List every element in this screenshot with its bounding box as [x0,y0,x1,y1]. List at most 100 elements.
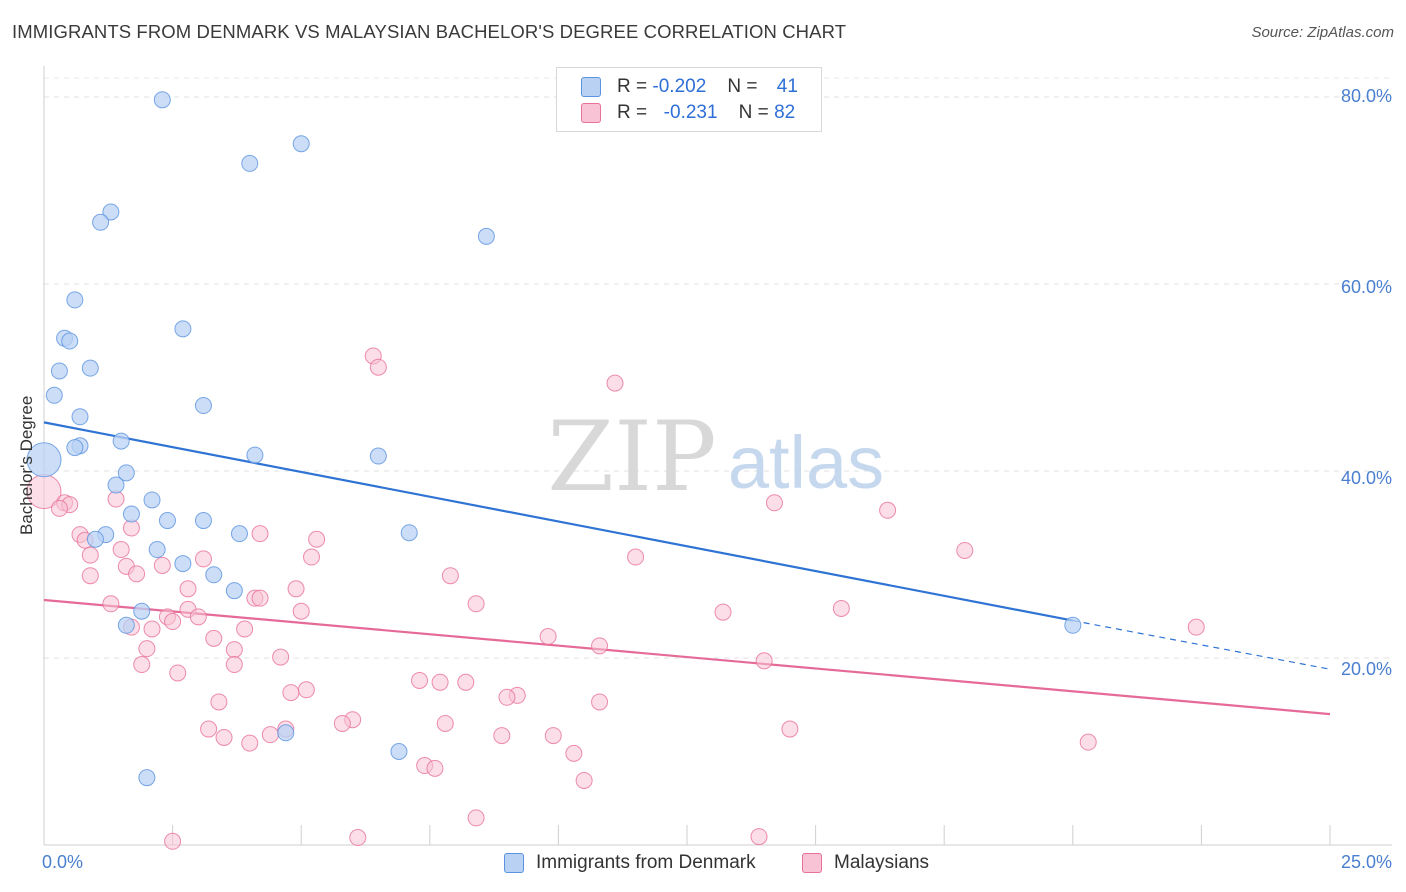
x-tick-label: 25.0% [1340,852,1392,872]
y-tick-label: 20.0% [1340,659,1392,679]
data-point-malaysians [879,501,897,519]
data-point-malaysians [349,829,367,847]
data-point-denmark [133,602,151,620]
legend-n-label: N = [738,102,769,123]
data-point-denmark [66,291,84,309]
data-point-malaysians [606,374,624,392]
data-point-denmark [158,512,176,530]
data-point-malaysians [164,832,182,850]
trend-line-malaysians [43,598,1331,716]
data-point-malaysians [575,771,593,789]
legend-row-denmark: R = -0.202 N = 41 [581,75,798,99]
data-point-denmark [107,476,125,494]
data-point-malaysians [308,530,326,548]
data-point-malaysians [50,499,68,517]
data-point-malaysians [179,580,197,598]
data-point-malaysians [102,595,120,613]
data-point-malaysians [292,602,310,620]
data-point-malaysians [297,681,315,699]
data-point-denmark [148,541,166,559]
data-point-malaysians [457,673,475,691]
data-point-denmark [26,442,62,478]
legend-row-malaysians: R = -0.231 N = 82 [581,101,795,125]
points-layer [26,91,1205,850]
bottom-legend-denmark: Immigrants from Denmark [504,852,756,874]
y-axis-label: Bachelor's Degree [17,395,36,535]
data-point-malaysians [467,809,485,827]
data-point-denmark [92,213,110,231]
data-point-malaysians [431,673,449,691]
data-point-denmark [174,555,192,573]
legend-r-label: R = [617,102,648,123]
data-point-malaysians [138,640,156,658]
trend-layer [43,421,1331,716]
data-point-malaysians [194,550,212,568]
data-point-malaysians [225,656,243,674]
source-label: Source: ZipAtlas.com [1251,24,1394,41]
data-point-malaysians [210,693,228,711]
data-point-malaysians [215,728,233,746]
data-point-denmark [277,724,295,742]
data-point-denmark [292,135,310,153]
data-point-denmark [86,530,104,548]
legend-swatch-pink [581,103,601,123]
data-point-malaysians [591,637,609,655]
data-point-denmark [1064,616,1082,634]
data-point-denmark [174,320,192,338]
bottom-legend-swatch-blue [504,853,524,873]
data-point-denmark [50,362,68,380]
data-point-malaysians [133,656,151,674]
data-point-denmark [194,397,212,415]
data-point-denmark [230,525,248,543]
data-point-malaysians [498,688,516,706]
data-point-malaysians [467,595,485,613]
data-point-denmark [225,582,243,600]
data-point-malaysians [426,759,444,777]
data-point-denmark [102,203,120,221]
data-point-malaysians [169,664,187,682]
data-point-denmark [477,227,495,245]
data-point-malaysians [1079,733,1097,751]
data-point-denmark [143,491,161,509]
data-point-denmark [369,447,387,465]
data-point-malaysians [765,494,783,512]
data-point-malaysians [714,603,732,621]
legend-n-value: 41 [776,76,798,97]
data-point-denmark [122,505,140,523]
y-tick-label: 40.0% [1340,468,1392,488]
data-point-malaysians [436,714,454,732]
y-tick-label: 80.0% [1340,86,1392,106]
legend-r-value: -0.202 [652,76,707,97]
data-point-malaysians [236,620,254,638]
data-point-malaysians [225,641,243,659]
data-point-denmark [194,512,212,530]
data-point-malaysians [282,684,300,702]
data-point-malaysians [750,828,768,846]
x-tick-label: 0.0% [42,852,84,872]
data-point-malaysians [627,548,645,566]
watermark: ZIP atlas [547,401,884,513]
data-point-denmark [117,464,135,482]
data-point-denmark [241,154,259,172]
data-point-malaysians [112,541,130,559]
data-point-malaysians [241,734,259,752]
watermark-zip: ZIP [547,401,716,513]
data-point-malaysians [272,648,290,666]
data-point-malaysians [441,567,459,585]
data-point-denmark [400,524,418,542]
correlation-legend: R = -0.202 N = 41 R = -0.231 N = 82 [556,67,822,132]
data-point-malaysians [287,580,305,598]
legend-n-label: N = [727,76,758,97]
data-point-denmark [45,386,63,404]
data-point-malaysians [544,727,562,745]
data-point-malaysians [143,620,161,638]
data-point-malaysians [128,565,146,583]
data-point-malaysians [411,671,429,689]
bottom-legend-label-malaysians: Malaysians [834,852,930,873]
data-point-denmark [61,332,79,350]
data-point-denmark [246,446,264,464]
data-point-denmark [390,743,408,760]
data-point-malaysians [565,744,583,762]
bottom-legend-malaysians: Malaysians [802,852,929,874]
